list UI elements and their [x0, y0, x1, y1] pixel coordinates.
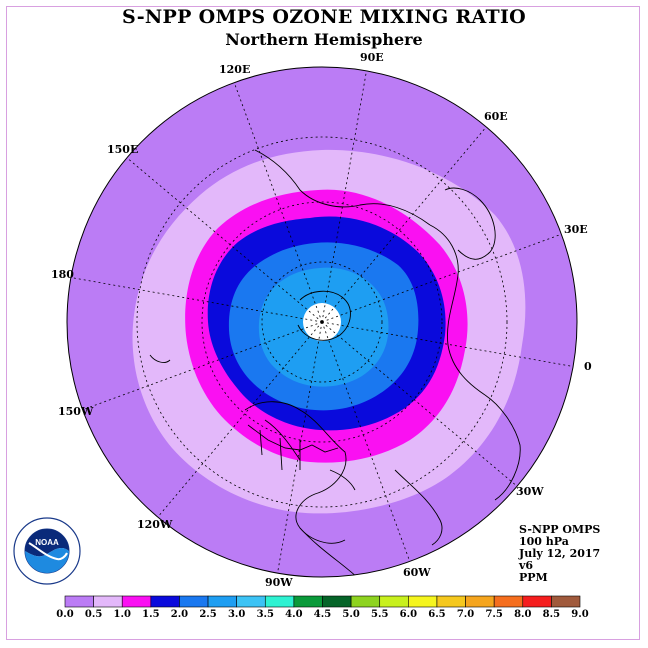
- colorbar-tick-0: 0.0: [56, 609, 74, 620]
- colorbar-swatch-16: [522, 595, 552, 608]
- colorbar-tick-9: 4.5: [313, 609, 332, 620]
- colorbar: [64, 595, 581, 608]
- colorbar-swatch-1: [93, 595, 123, 608]
- info-level: 100 hPa: [519, 535, 569, 548]
- info-units: PPM: [519, 571, 548, 584]
- colorbar-tick-7: 3.5: [256, 609, 274, 620]
- colorbar-swatch-15: [493, 595, 524, 608]
- colorbar-tick-16: 8.0: [514, 609, 532, 620]
- colorbar-swatch-14: [465, 595, 495, 608]
- figure-frame: [6, 6, 640, 640]
- lon-label-120w: 120W: [137, 518, 173, 531]
- colorbar-swatch-0: [64, 595, 94, 608]
- colorbar-swatch-9: [322, 595, 352, 608]
- logo-text: NOAA: [35, 538, 59, 547]
- colorbar-tick-15: 7.5: [485, 609, 503, 620]
- info-version: v6: [519, 559, 534, 572]
- graticule: [67, 67, 577, 577]
- lon-label-30e: 30E: [564, 223, 588, 236]
- colorbar-tick-6: 3.0: [227, 609, 246, 620]
- noaa-logo: NOAA: [13, 517, 81, 585]
- colorbar-tick-11: 5.5: [371, 609, 389, 620]
- lon-label-90e: 90E: [360, 51, 384, 64]
- colorbar-tick-2: 1.0: [113, 609, 131, 620]
- colorbar-swatch-10: [350, 595, 381, 608]
- lon-label-180: 180: [51, 268, 74, 281]
- info-instrument: S-NPP OMPS: [519, 523, 601, 536]
- colorbar-tick-3: 1.5: [142, 609, 160, 620]
- colorbar-swatch-12: [408, 595, 438, 608]
- colorbar-swatch-11: [379, 595, 409, 608]
- lon-label-150w: 150W: [58, 405, 94, 418]
- colorbar-tick-17: 8.5: [542, 609, 561, 620]
- colorbar-tick-12: 6.0: [399, 609, 418, 620]
- colorbar-swatch-5: [207, 595, 237, 608]
- colorbar-swatch-8: [293, 595, 323, 608]
- map-boundary: [66, 66, 578, 578]
- chart-title: S-NPP OMPS OZONE MIXING RATIO: [121, 6, 527, 28]
- colorbar-swatch-4: [179, 595, 209, 608]
- colorbar-tick-14: 7.0: [456, 609, 475, 620]
- colorbar-swatch-7: [264, 595, 295, 608]
- lon-label-0: 0: [584, 360, 592, 373]
- colorbar-tick-8: 4.0: [285, 609, 303, 620]
- colorbar-swatch-3: [150, 595, 180, 608]
- lon-label-120e: 120E: [219, 63, 251, 76]
- colorbar-swatch-6: [236, 595, 266, 608]
- colorbar-swatch-2: [121, 595, 152, 608]
- info-block: S-NPP OMPS 100 hPa July 12, 2017 v6 PPM: [519, 524, 600, 584]
- lon-label-30w: 30W: [516, 485, 544, 498]
- colorbar-tick-18: 9.0: [571, 609, 589, 620]
- colorbar-tick-13: 6.5: [428, 609, 446, 620]
- lon-label-60e: 60E: [484, 110, 508, 123]
- colorbar-swatch-17: [551, 595, 581, 608]
- lon-label-150e: 150E: [107, 143, 139, 156]
- colorbar-tick-1: 0.5: [84, 609, 103, 620]
- info-date: July 12, 2017: [519, 547, 601, 560]
- colorbar-tick-10: 5.0: [342, 609, 360, 620]
- lon-label-90w: 90W: [265, 576, 293, 589]
- lon-label-60w: 60W: [403, 566, 431, 579]
- colorbar-tick-4: 2.0: [170, 609, 189, 620]
- colorbar-tick-5: 2.5: [199, 609, 217, 620]
- colorbar-swatch-13: [436, 595, 466, 608]
- chart-subtitle: Northern Hemisphere: [225, 30, 423, 49]
